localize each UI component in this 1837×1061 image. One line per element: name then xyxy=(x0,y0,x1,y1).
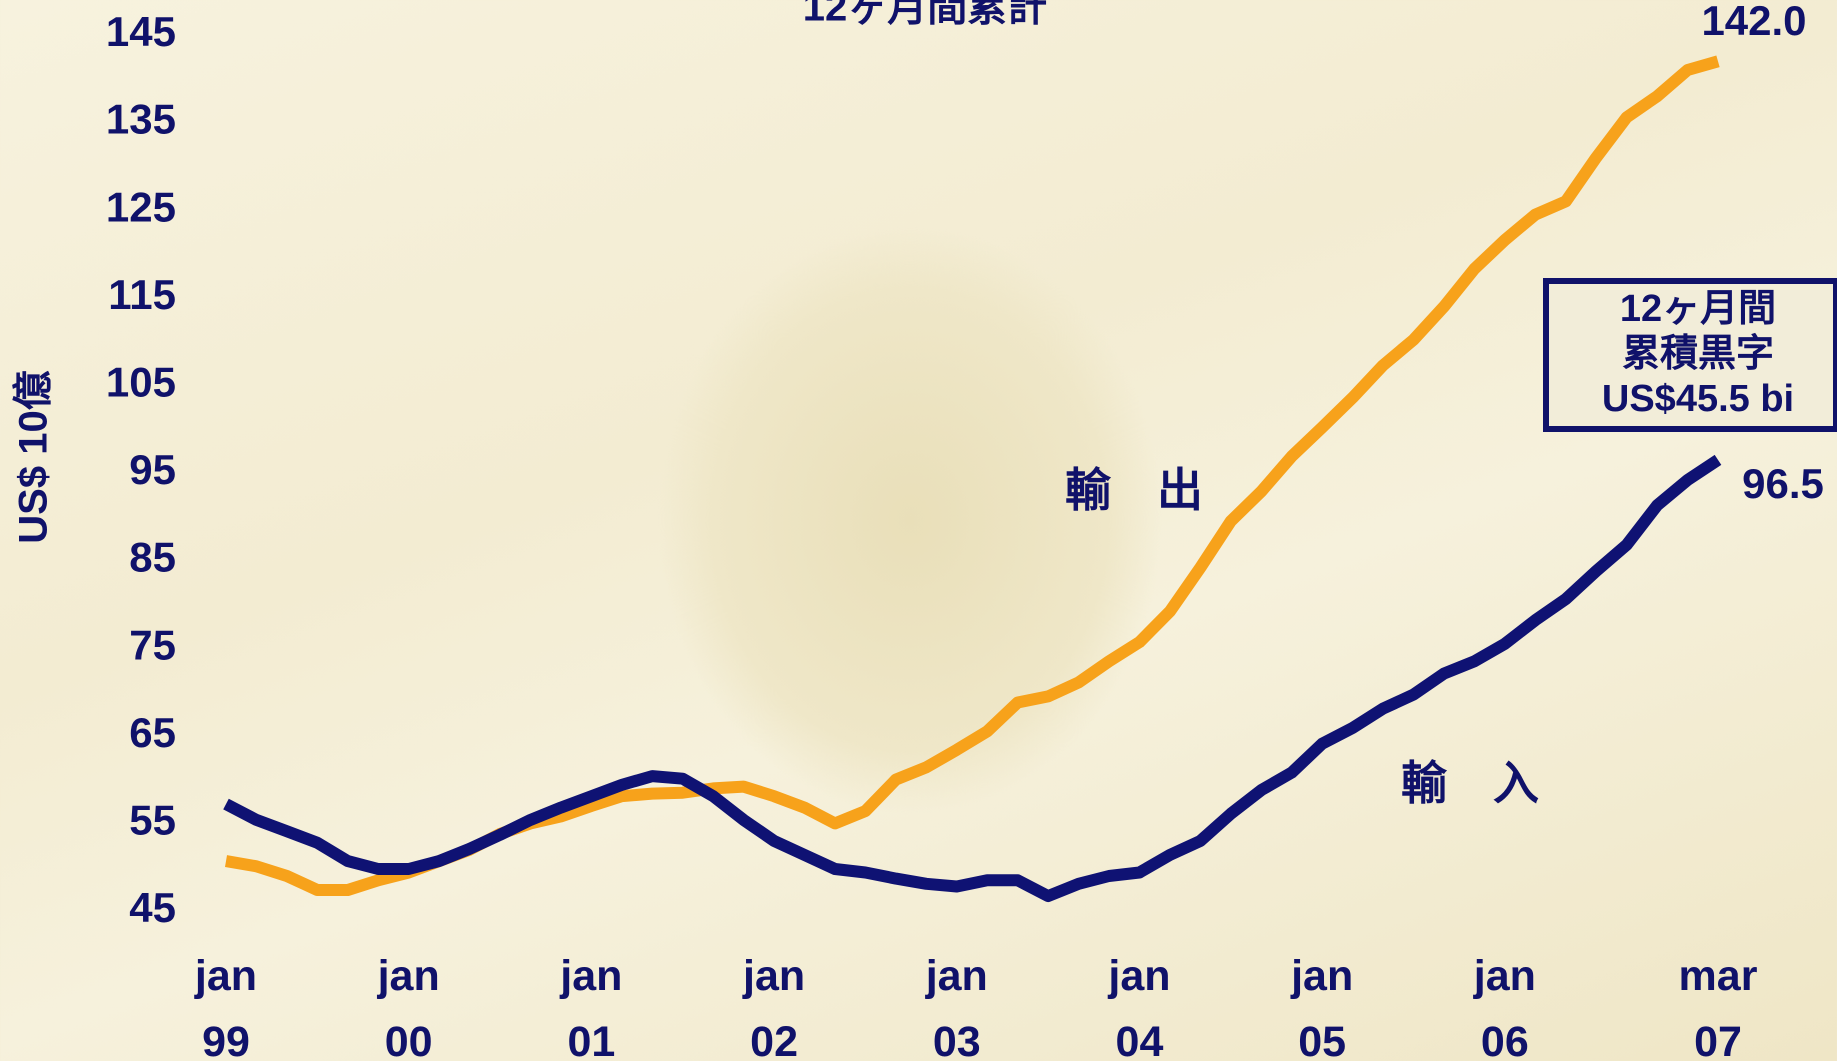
y-tick-label: 75 xyxy=(129,621,176,668)
x-tick-label: jan 05 xyxy=(1291,952,1354,1061)
annotation-box xyxy=(1543,278,1837,432)
x-tick-label: jan 02 xyxy=(743,952,806,1061)
chart-title: 12ヶ月間累計 xyxy=(803,0,1048,30)
data-label: 142.0 xyxy=(1701,0,1806,44)
series-label: 輸 出 xyxy=(1065,464,1203,516)
y-tick-label: 55 xyxy=(129,796,176,843)
y-tick-label: 145 xyxy=(106,8,176,55)
x-tick-label: jan 01 xyxy=(560,952,623,1061)
data-label: 96.5 xyxy=(1742,460,1824,507)
x-tick-label: mar 07 xyxy=(1678,952,1758,1061)
line xyxy=(223,454,1722,903)
y-tick-label: 85 xyxy=(129,534,176,581)
x-tick-label: jan 03 xyxy=(925,952,988,1061)
y-tick-label: 115 xyxy=(108,271,176,318)
y-tick-label: 125 xyxy=(106,183,176,230)
y-tick-label: 135 xyxy=(106,96,176,143)
annotation: 累積黒字 xyxy=(1622,333,1774,375)
x-tick-label: jan 00 xyxy=(377,952,440,1061)
y-tick-label: 45 xyxy=(129,884,176,931)
x-tick-label: jan 06 xyxy=(1473,952,1536,1061)
annotation: US$45.5 bi xyxy=(1602,378,1794,420)
x-tick-label: jan 99 xyxy=(194,952,258,1061)
annotation: 12ヶ月間 xyxy=(1620,288,1776,330)
series-label: 輸 入 xyxy=(1401,757,1539,809)
y-tick-label: 65 xyxy=(129,709,176,756)
y-axis-label: US$ 10億 xyxy=(12,370,56,543)
x-tick-label: jan 04 xyxy=(1108,952,1171,1061)
y-tick-label: 95 xyxy=(129,446,176,493)
y-tick-label: 105 xyxy=(106,358,176,405)
